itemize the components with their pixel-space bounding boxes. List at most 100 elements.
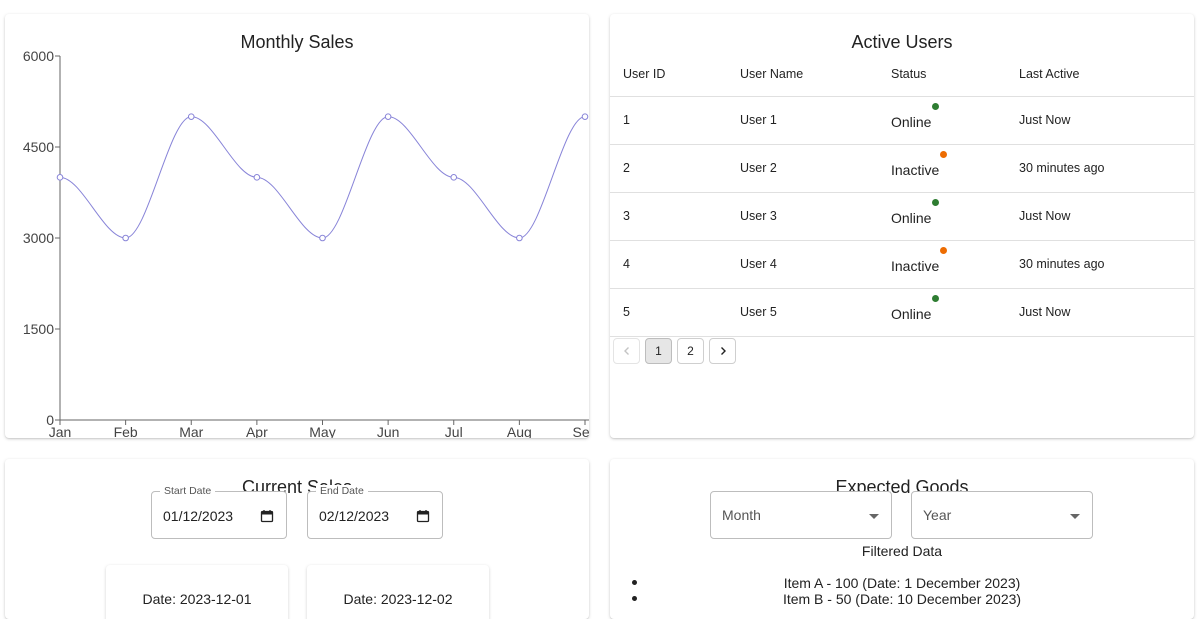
year-select[interactable]: Year <box>911 491 1093 539</box>
sales-data-point <box>319 234 326 242</box>
goods-item-text: Item A - 100 (Date: 1 December 2023) <box>783 575 1021 591</box>
last-active-cell: 30 minutes ago <box>1006 144 1194 193</box>
start-date-label: Start Date <box>160 485 216 497</box>
sales-data-point <box>187 113 195 120</box>
sales-data-point <box>516 234 523 242</box>
pagination-prev-button[interactable] <box>613 338 640 364</box>
user-id-cell: 4 <box>610 240 727 289</box>
user-id-cell: 1 <box>610 96 727 145</box>
expected-goods-title: Expected Goods <box>835 477 969 497</box>
sales-series-line <box>59 116 586 239</box>
calendar-icon[interactable] <box>260 509 274 523</box>
end-date-value: 02/12/2023 <box>319 508 390 524</box>
column-header-last-active: Last Active <box>1006 52 1194 97</box>
x-tick-label: Apr <box>246 424 268 438</box>
status-text: Online <box>891 114 932 130</box>
sales-data-point <box>122 234 129 242</box>
chevron-left-icon <box>623 347 629 355</box>
sales-entry-card: Date: 2023-12-01 <box>106 565 288 619</box>
caret-down-icon <box>1070 514 1080 519</box>
status-cell: Inactive <box>878 240 1006 289</box>
year-select-label: Year <box>923 507 952 523</box>
x-tick-label: Sep <box>573 424 589 438</box>
current-sales-title: Current Sales <box>241 477 353 497</box>
y-tick-label: 1500 <box>23 321 54 337</box>
status-dot <box>932 199 940 206</box>
status-cell: Online <box>878 192 1006 241</box>
status-cell: Inactive <box>878 144 1006 193</box>
column-header-status: Status <box>878 52 1006 97</box>
sales-data-point <box>384 113 392 120</box>
status-text: Online <box>891 210 932 226</box>
month-select-label: Month <box>722 507 761 523</box>
monthly-sales-title: Monthly Sales <box>240 32 354 52</box>
filtered-data-title: Filtered Data <box>861 543 943 559</box>
x-tick-label: Jun <box>377 424 400 438</box>
user-name-cell: User 2 <box>727 144 878 193</box>
goods-item-text: Item B - 50 (Date: 10 December 2023) <box>782 591 1022 607</box>
pagination-page-2[interactable]: 2 <box>677 338 704 364</box>
status-text: Inactive <box>891 258 940 274</box>
monthly-sales-chart: 0 1500 3000 4500 6000 Jan Feb Mar Apr May Jun Jul Au… <box>23 48 589 438</box>
status-dot <box>932 295 940 302</box>
sales-data-point <box>56 174 64 181</box>
user-id-cell: 2 <box>610 144 727 193</box>
calendar-icon[interactable] <box>416 509 430 523</box>
sales-entry-date: Date: 2023-12-01 <box>142 591 252 607</box>
last-active-cell: Just Now <box>1006 288 1194 337</box>
list-item: Item B - 50 (Date: 10 December 2023) <box>610 591 1194 607</box>
y-tick-label: 6000 <box>23 48 54 64</box>
pagination-page-1[interactable]: 1 <box>645 338 672 364</box>
x-tick-label: Aug <box>507 424 532 438</box>
user-id-cell: 5 <box>610 288 727 337</box>
sales-data-point <box>581 113 589 120</box>
x-tick-label: Jul <box>445 424 463 438</box>
user-name-cell: User 1 <box>727 96 878 145</box>
table-row: 5 User 5 Online Just Now <box>610 288 1194 337</box>
y-tick-label: 0 <box>46 412 54 428</box>
table-row: 3 User 3 Online Just Now <box>610 192 1194 241</box>
month-select[interactable]: Month <box>710 491 892 539</box>
y-tick-label: 4500 <box>23 139 54 155</box>
status-text: Inactive <box>891 162 940 178</box>
x-tick-label: Feb <box>114 424 138 438</box>
bullet-icon <box>632 596 637 601</box>
expected-goods-card: Expected Goods Month Year Filtered Data … <box>610 459 1194 619</box>
column-header-user-id: User ID <box>610 52 727 97</box>
pagination-next-button[interactable] <box>709 338 736 364</box>
user-name-cell: User 4 <box>727 240 878 289</box>
last-active-cell: Just Now <box>1006 192 1194 241</box>
table-row: 4 User 4 Inactive 30 minutes ago <box>610 240 1194 289</box>
bullet-icon <box>632 580 637 585</box>
active-users-card: Active Users User ID User Name Status La… <box>610 14 1194 438</box>
caret-down-icon <box>869 514 879 519</box>
x-tick-label: Jan <box>49 424 72 438</box>
last-active-cell: 30 minutes ago <box>1006 240 1194 289</box>
sales-data-point <box>450 174 458 181</box>
active-users-title: Active Users <box>851 32 953 52</box>
sales-entry-date: Date: 2023-12-02 <box>343 591 453 607</box>
status-text: Online <box>891 306 932 322</box>
status-dot <box>940 151 948 158</box>
end-date-field[interactable]: End Date 02/12/2023 <box>307 485 443 539</box>
sales-entry-card: Date: 2023-12-02 <box>307 565 489 619</box>
column-header-user-name: User Name <box>727 52 878 97</box>
table-row: 1 User 1 Online Just Now <box>610 96 1194 145</box>
users-table-header: User ID User Name Status Last Active <box>610 52 1194 97</box>
current-sales-card: Current Sales Start Date 01/12/2023 End … <box>5 459 589 619</box>
list-item: Item A - 100 (Date: 1 December 2023) <box>610 575 1194 591</box>
status-cell: Online <box>878 96 1006 145</box>
monthly-sales-card: Monthly Sales 0 1500 3000 4500 6000 Jan Feb Mar… <box>5 14 589 438</box>
x-tick-label: May <box>309 424 335 438</box>
start-date-value: 01/12/2023 <box>163 508 234 524</box>
table-row: 2 User 2 Inactive 30 minutes ago <box>610 144 1194 193</box>
start-date-field[interactable]: Start Date 01/12/2023 <box>151 485 287 539</box>
x-tick-label: Mar <box>179 424 203 438</box>
user-id-cell: 3 <box>610 192 727 241</box>
sales-data-point <box>253 174 261 181</box>
y-tick-label: 3000 <box>23 230 54 246</box>
status-dot <box>940 247 948 254</box>
chevron-right-icon <box>720 347 726 355</box>
status-cell: Online <box>878 288 1006 337</box>
status-dot <box>932 103 940 110</box>
